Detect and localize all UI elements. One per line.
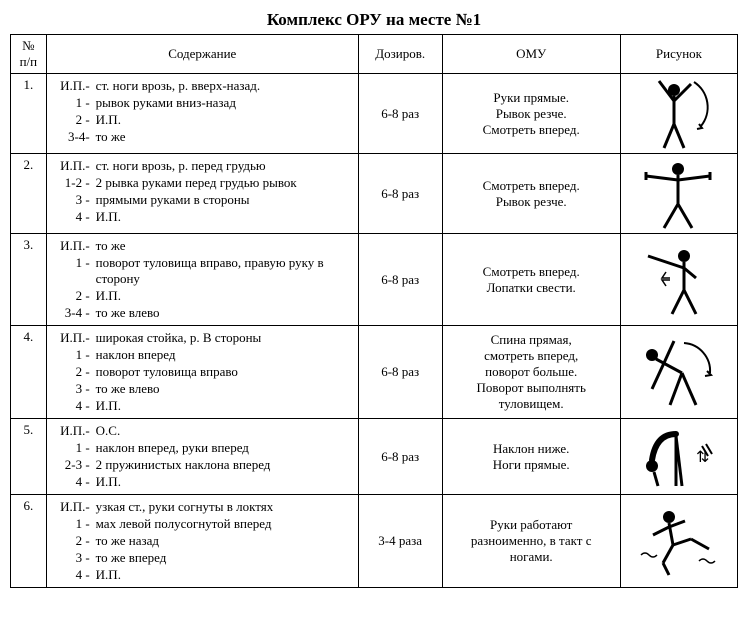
row-picture <box>620 234 737 326</box>
row-dose: 6-8 раз <box>358 154 442 234</box>
content-value: узкая ст., руки согнуты в локтях <box>96 499 353 515</box>
row-picture <box>620 326 737 419</box>
content-key: 3 - <box>52 550 96 566</box>
row-num: 2. <box>11 154 47 234</box>
content-key: 1 - <box>52 255 96 287</box>
content-key: 2-3 - <box>52 457 96 473</box>
table-row: 2.И.П.-ст. ноги врозь, р. перед грудью1-… <box>11 154 738 234</box>
content-value: мах левой полусогнутой вперед <box>96 516 353 532</box>
row-omu: Наклон ниже.Ноги прямые. <box>442 419 620 495</box>
row-picture: ⇅ <box>620 419 737 495</box>
content-key: 1 - <box>52 440 96 456</box>
row-dose: 3-4 раза <box>358 495 442 588</box>
header-omu: ОМУ <box>442 35 620 74</box>
content-value: И.П. <box>96 567 353 583</box>
content-value: И.П. <box>96 288 353 304</box>
content-value: И.П. <box>96 398 353 414</box>
content-value: поворот туловища вправо <box>96 364 353 380</box>
content-value: то же вперед <box>96 550 353 566</box>
table-row: 4.И.П.-широкая стойка, р. В стороны1 -на… <box>11 326 738 419</box>
content-value: И.П. <box>96 112 353 128</box>
row-num: 6. <box>11 495 47 588</box>
content-key: 4 - <box>52 474 96 490</box>
row-num: 1. <box>11 74 47 154</box>
row-dose: 6-8 раз <box>358 234 442 326</box>
row-dose: 6-8 раз <box>358 419 442 495</box>
content-key: 3 - <box>52 192 96 208</box>
content-key: И.П.- <box>52 238 96 254</box>
content-value: И.П. <box>96 209 353 225</box>
row-picture <box>620 154 737 234</box>
row-dose: 6-8 раз <box>358 326 442 419</box>
content-key: И.П.- <box>52 423 96 439</box>
content-key: 1 - <box>52 347 96 363</box>
content-value: 2 пружинистых наклона вперед <box>96 457 353 473</box>
content-value: 2 рывка руками перед грудью рывок <box>96 175 353 191</box>
content-value: ст. ноги врозь, р. вверх-назад. <box>96 78 353 94</box>
content-key: 4 - <box>52 209 96 225</box>
content-value: наклон вперед <box>96 347 353 363</box>
content-key: 3-4 - <box>52 305 96 321</box>
row-dose: 6-8 раз <box>358 74 442 154</box>
content-key: И.П.- <box>52 78 96 94</box>
svg-text:⇅: ⇅ <box>696 449 709 466</box>
content-value: то же влево <box>96 381 353 397</box>
content-key: И.П.- <box>52 499 96 515</box>
content-key: 3-4- <box>52 129 96 145</box>
content-key: 1 - <box>52 516 96 532</box>
content-value: широкая стойка, р. В стороны <box>96 330 353 346</box>
content-value: то же назад <box>96 533 353 549</box>
row-omu: Смотреть вперед.Рывок резче. <box>442 154 620 234</box>
header-content: Содержание <box>46 35 358 74</box>
content-key: 1-2 - <box>52 175 96 191</box>
table-row: 1.И.П.-ст. ноги врозь, р. вверх-назад.1 … <box>11 74 738 154</box>
header-pic: Рисунок <box>620 35 737 74</box>
row-picture <box>620 74 737 154</box>
table-row: 3.И.П.-то же1 -поворот туловища вправо, … <box>11 234 738 326</box>
content-key: 2 - <box>52 288 96 304</box>
row-omu: Спина прямая,смотреть вперед,поворот бол… <box>442 326 620 419</box>
header-dose: Дозиров. <box>358 35 442 74</box>
content-key: 4 - <box>52 567 96 583</box>
content-value: И.П. <box>96 474 353 490</box>
row-content: И.П.-ст. ноги врозь, р. вверх-назад.1 -р… <box>46 74 358 154</box>
content-key: 2 - <box>52 533 96 549</box>
content-value: то же <box>96 238 353 254</box>
row-content: И.П.-О.С.1 -наклон вперед, руки вперед2-… <box>46 419 358 495</box>
row-content: И.П.-широкая стойка, р. В стороны1 -накл… <box>46 326 358 419</box>
exercise-table: № п/п Содержание Дозиров. ОМУ Рисунок 1.… <box>10 34 738 588</box>
content-value: прямыми руками в стороны <box>96 192 353 208</box>
header-num: № п/п <box>11 35 47 74</box>
row-num: 5. <box>11 419 47 495</box>
content-value: рывок руками вниз-назад <box>96 95 353 111</box>
content-value: ст. ноги врозь, р. перед грудью <box>96 158 353 174</box>
content-key: И.П.- <box>52 330 96 346</box>
row-content: И.П.-узкая ст., руки согнуты в локтях1 -… <box>46 495 358 588</box>
content-key: 1 - <box>52 95 96 111</box>
table-row: 6.И.П.-узкая ст., руки согнуты в локтях1… <box>11 495 738 588</box>
content-key: И.П.- <box>52 158 96 174</box>
content-key: 2 - <box>52 112 96 128</box>
row-content: И.П.-ст. ноги врозь, р. перед грудью1-2 … <box>46 154 358 234</box>
row-omu: Руки работаютразноименно, в такт сногами… <box>442 495 620 588</box>
content-value: то же влево <box>96 305 353 321</box>
row-num: 3. <box>11 234 47 326</box>
content-key: 4 - <box>52 398 96 414</box>
table-header-row: № п/п Содержание Дозиров. ОМУ Рисунок <box>11 35 738 74</box>
table-row: 5.И.П.-О.С.1 -наклон вперед, руки вперед… <box>11 419 738 495</box>
row-num: 4. <box>11 326 47 419</box>
content-value: то же <box>96 129 353 145</box>
content-key: 2 - <box>52 364 96 380</box>
page-title: Комплекс ОРУ на месте №1 <box>10 10 738 30</box>
content-key: 3 - <box>52 381 96 397</box>
row-content: И.П.-то же1 -поворот туловища вправо, пр… <box>46 234 358 326</box>
content-value: поворот туловища вправо, правую руку в с… <box>96 255 353 287</box>
content-value: наклон вперед, руки вперед <box>96 440 353 456</box>
row-omu: Руки прямые.Рывок резче.Смотреть вперед. <box>442 74 620 154</box>
content-value: О.С. <box>96 423 353 439</box>
row-picture <box>620 495 737 588</box>
row-omu: Смотреть вперед.Лопатки свести. <box>442 234 620 326</box>
